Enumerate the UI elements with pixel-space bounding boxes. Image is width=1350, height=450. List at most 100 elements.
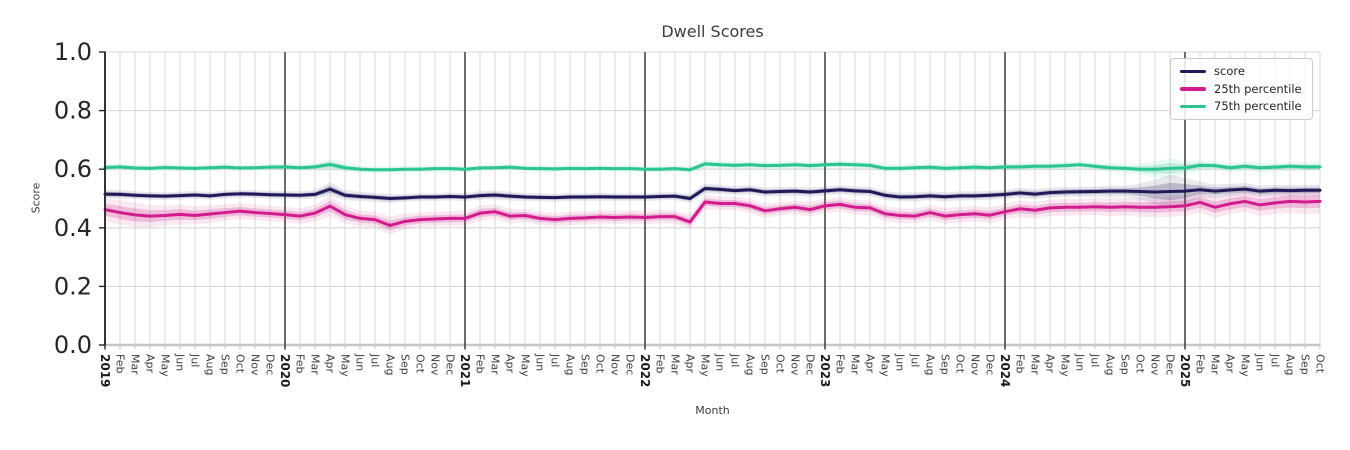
x-tick-label: Dec (444, 354, 457, 375)
x-tick-label: Nov (1149, 354, 1162, 376)
x-tick-label: Aug (744, 354, 757, 375)
x-tick-label: Feb (474, 354, 487, 373)
x-tick-label: Jun (894, 353, 907, 371)
y-tick-label: 0.2 (54, 272, 92, 300)
series-line-25th-percentile (103, 199, 1322, 227)
x-tick-label: Apr (144, 354, 157, 374)
x-tick-label: Apr (1044, 354, 1057, 374)
x-tick-label: Apr (864, 354, 877, 374)
x-tick-label: Jul (1089, 353, 1102, 367)
chart-title: Dwell Scores (661, 22, 764, 41)
x-tick-label: Mar (489, 354, 502, 375)
y-tick-label: 0.6 (54, 155, 92, 183)
x-tick-label: Jun (174, 353, 187, 371)
x-tick-label: Aug (1104, 354, 1117, 375)
x-tick-label: 2023 (818, 354, 832, 387)
x-tick-label: May (699, 354, 712, 377)
x-tick-label: Mar (1029, 354, 1042, 375)
x-tick-label: Nov (969, 354, 982, 376)
legend-item-score: score (1180, 65, 1302, 78)
x-tick-label: Mar (129, 354, 142, 375)
x-tick-label: Nov (609, 354, 622, 376)
x-tick-label: Feb (294, 354, 307, 373)
x-tick-label: May (1059, 354, 1072, 377)
x-tick-label: Sep (579, 354, 592, 375)
x-tick-label: Dec (264, 354, 277, 375)
x-tick-label: Aug (564, 354, 577, 375)
x-tick-label: Mar (669, 354, 682, 375)
x-tick-label: Nov (429, 354, 442, 376)
x-tick-label: Sep (219, 354, 232, 375)
x-tick-label: 2020 (278, 354, 292, 387)
x-tick-label: Jul (909, 353, 922, 367)
x-tick-label: Feb (114, 354, 127, 373)
x-tick-label: Dec (804, 354, 817, 375)
x-tick-label: Jul (1269, 353, 1282, 367)
legend-label-score: score (1214, 64, 1245, 78)
x-tick-label: May (1239, 354, 1252, 377)
legend-label-25th-percentile: 25th percentile (1214, 81, 1302, 96)
x-tick-label: Sep (1119, 354, 1132, 375)
x-tick-label: Aug (384, 354, 397, 375)
x-tick-label: Oct (954, 354, 967, 374)
x-tick-label: 2022 (638, 354, 652, 387)
x-axis-label: Month (695, 404, 730, 417)
x-tick-label: Aug (924, 354, 937, 375)
x-tick-label: May (879, 354, 892, 377)
x-tick-label: May (339, 354, 352, 377)
x-tick-label: 2021 (458, 354, 472, 387)
x-tick-label: Jul (189, 353, 202, 367)
x-tick-label: Aug (204, 354, 217, 375)
x-tick-label: Sep (759, 354, 772, 375)
y-tick-label: 1.0 (54, 38, 92, 66)
legend-item-25th-percentile: 25th percentile (1180, 81, 1302, 96)
x-tick-label: Jun (1074, 353, 1087, 371)
x-tick-label: Sep (1299, 354, 1312, 375)
x-tick-label: Apr (324, 354, 337, 374)
x-tick-label: Jun (354, 353, 367, 371)
x-tick-label: Mar (1209, 354, 1222, 375)
x-tick-label: Feb (654, 354, 667, 373)
legend-label-75th-percentile: 75th percentile (1214, 99, 1302, 114)
x-tick-label: Nov (789, 354, 802, 376)
y-tick-label: 0.0 (54, 331, 92, 359)
x-tick-label: Oct (774, 354, 787, 374)
x-tick-label: May (519, 354, 532, 377)
legend-line-swatch-score (1180, 69, 1206, 74)
series-line-75th-percentile (103, 162, 1322, 172)
x-tick-label: Oct (1134, 354, 1147, 374)
x-tick-label: Oct (414, 354, 427, 374)
x-tick-label: 2024 (998, 354, 1012, 387)
x-tick-label: Feb (1194, 354, 1207, 373)
legend-line-swatch-25th-percentile (1180, 87, 1206, 91)
x-tick-label: 2019 (98, 354, 112, 387)
x-tick-label: Apr (504, 354, 517, 374)
x-tick-label: Apr (684, 354, 697, 374)
x-tick-label: Oct (594, 354, 607, 374)
x-tick-label: Jun (714, 353, 727, 371)
x-tick-label: Apr (1224, 354, 1237, 374)
x-tick-label: Aug (1284, 354, 1297, 375)
band-75th-percentile (105, 158, 1320, 179)
legend-line-swatch-75th-percentile (1180, 104, 1206, 109)
x-tick-label: Jul (549, 353, 562, 367)
x-tick-label: Oct (234, 354, 247, 374)
legend-item-75th-percentile: 75th percentile (1180, 100, 1302, 113)
x-tick-label: Sep (939, 354, 952, 375)
x-tick-label: Jul (729, 353, 742, 367)
x-tick-label: Dec (1164, 354, 1177, 375)
x-tick-label: Jul (369, 353, 382, 367)
band-25th-percentile (105, 189, 1320, 235)
x-tick-label: Feb (1014, 354, 1027, 373)
x-tick-label: 2025 (1178, 354, 1192, 387)
x-tick-label: Dec (984, 354, 997, 375)
x-tick-label: Sep (399, 354, 412, 375)
x-tick-label: Oct (1314, 354, 1327, 374)
legend: score 25th percentile 75th percentile (1170, 58, 1313, 120)
x-tick-label: Mar (849, 354, 862, 375)
y-tick-label: 0.4 (54, 214, 92, 242)
x-tick-label: Jun (1254, 353, 1267, 371)
x-tick-label: Feb (834, 354, 847, 373)
